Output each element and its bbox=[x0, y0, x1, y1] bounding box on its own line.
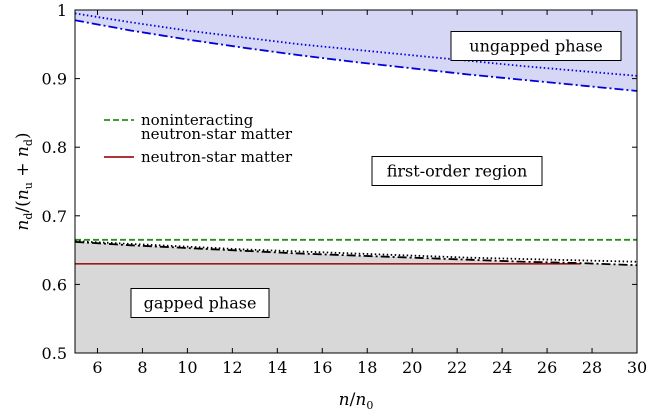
first-order-region-label: first-order region bbox=[371, 156, 543, 186]
phase-regions bbox=[75, 10, 637, 353]
x-tick-label: 24 bbox=[492, 358, 512, 377]
legend-label: noninteracting bbox=[141, 111, 254, 129]
region-annotations: ungapped phase first-order region gapped p… bbox=[130, 31, 622, 318]
gapped-region bbox=[75, 241, 637, 353]
annotation-box bbox=[371, 156, 543, 186]
y-tick-label: 1 bbox=[57, 1, 67, 20]
x-tick-label: 12 bbox=[222, 358, 242, 377]
y-tick-label: 0.5 bbox=[42, 344, 67, 363]
x-axis-label: n/n0 bbox=[339, 390, 374, 412]
x-tick-label: 16 bbox=[312, 358, 332, 377]
gapped-boundary-dotted bbox=[74, 240, 638, 263]
ungapped-region bbox=[75, 10, 637, 91]
x-tick-label: 30 bbox=[627, 358, 647, 377]
y-tick-label: 0.7 bbox=[42, 207, 67, 226]
axis-ticks: 6 8 10 12 14 16 18 20 22 24 26 28 30 0.5 0.6 0.7 0.8 0.9 1 bbox=[42, 1, 648, 377]
annotation-text: first-order region bbox=[387, 162, 528, 181]
y-tick-label: 0.8 bbox=[42, 138, 67, 157]
gapped-boundary-dashdot bbox=[74, 240, 638, 267]
gapped-phase-label: gapped phase bbox=[130, 288, 270, 318]
ungapped-phase-label: ungapped phase bbox=[450, 31, 622, 61]
y-tick-label: 0.9 bbox=[42, 70, 67, 89]
annotation-text: gapped phase bbox=[144, 294, 257, 313]
annotation-box bbox=[450, 31, 622, 61]
x-tick-label: 18 bbox=[357, 358, 377, 377]
plot-frame bbox=[74, 9, 638, 354]
legend-label: neutron-star matter bbox=[141, 148, 293, 166]
x-tick-label: 10 bbox=[177, 358, 197, 377]
x-tick-label: 28 bbox=[582, 358, 602, 377]
x-tick-label: 22 bbox=[447, 358, 467, 377]
annotation-text: ungapped phase bbox=[469, 37, 602, 56]
y-tick-label: 0.6 bbox=[42, 275, 67, 294]
annotation-box bbox=[130, 288, 270, 318]
y-axis-label: nd/(nu + nd) bbox=[13, 132, 35, 230]
series-lines bbox=[74, 12, 638, 267]
legend-label: neutron-star matter bbox=[141, 125, 293, 143]
x-tick-label: 6 bbox=[92, 358, 102, 377]
x-tick-label: 14 bbox=[267, 358, 287, 377]
ungapped-boundary-dashdot bbox=[74, 19, 638, 92]
x-tick-label: 26 bbox=[537, 358, 557, 377]
x-tick-label: 8 bbox=[137, 358, 147, 377]
x-tick-label: 20 bbox=[402, 358, 422, 377]
